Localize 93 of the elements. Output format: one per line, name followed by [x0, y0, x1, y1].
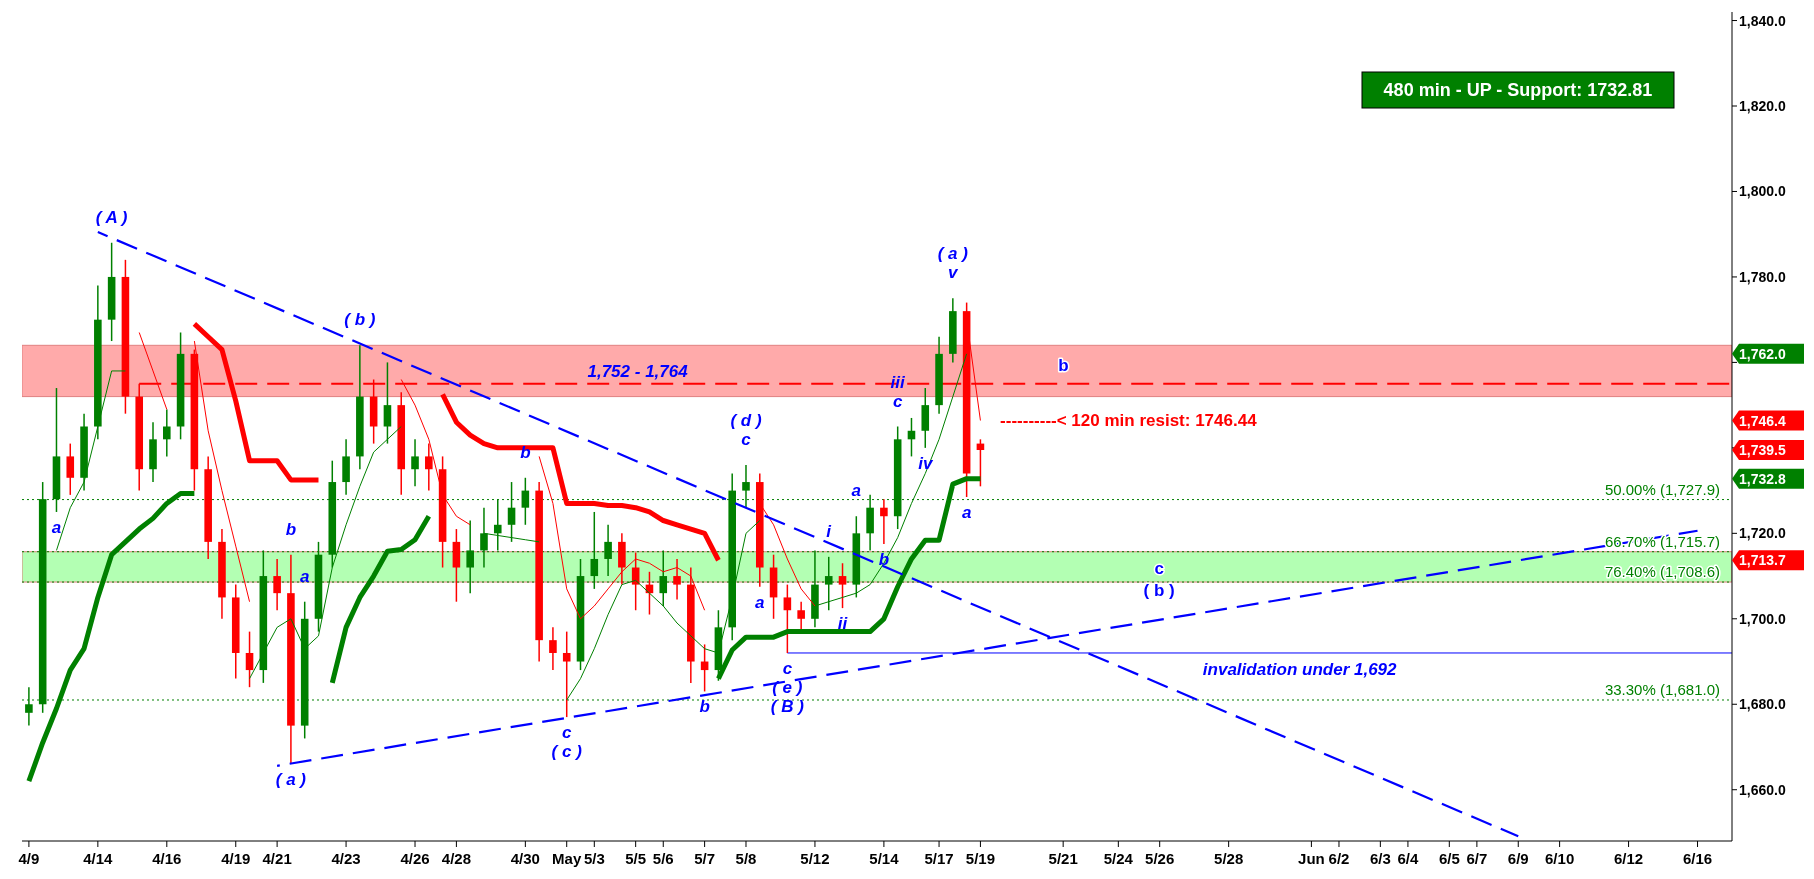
annotation: v [948, 263, 960, 283]
annotation: c [561, 723, 572, 743]
annotation: ( c ) [551, 742, 583, 762]
x-tick-label: 4/19 [221, 850, 251, 867]
annotation: ii [837, 614, 849, 634]
candlestick [163, 408, 171, 458]
annotation: a [755, 592, 765, 612]
x-tick-label: 6/16 [1682, 850, 1713, 867]
annotation: ( b ) [1143, 580, 1175, 600]
annotation: b [878, 550, 890, 570]
candlestick [838, 562, 847, 609]
x-tick-label: 5/17 [924, 850, 954, 867]
annotation: a [299, 566, 310, 586]
candlestick [562, 630, 571, 718]
y-tick-label: 1,800.0 [1739, 183, 1786, 200]
x-tick-label: Jun [1298, 850, 1325, 867]
y-tick-label: 1,840.0 [1739, 12, 1786, 29]
x-tick-label: 4/21 [262, 850, 292, 867]
x-tick-label: 5/14 [869, 850, 900, 867]
y-tick-label: 1,680.0 [1739, 696, 1786, 713]
y-tick-label: 1,700.0 [1739, 610, 1786, 627]
ref-line-label: invalidation under 1,692 [1202, 659, 1398, 679]
annotation: ( b ) [344, 310, 376, 330]
x-tick-label: 6/12 [1613, 850, 1644, 867]
candlestick [273, 558, 281, 611]
x-tick-label: 4/28 [441, 850, 471, 867]
x-tick-label: 4/14 [83, 850, 114, 867]
x-tick-label: 5/8 [735, 850, 757, 867]
annotation: i [826, 521, 833, 541]
candlestick [425, 442, 433, 492]
annotation: 480 min - UP - Support: 1732.81 [1383, 80, 1653, 100]
x-tick-label: 6/2 [1328, 850, 1350, 867]
band-label: 1,752 - 1,764 [587, 361, 689, 381]
annotation: ( d ) [730, 410, 762, 430]
x-tick-label: 4/26 [400, 850, 430, 867]
candlestick [783, 583, 792, 654]
annotation: ( A ) [95, 207, 128, 227]
candlestick [549, 626, 557, 671]
x-tick-label: 6/7 [1466, 850, 1488, 867]
annotation: a [961, 503, 972, 523]
candlestick [880, 498, 888, 545]
candlestick [245, 630, 254, 688]
y-tick-label: 1,780.0 [1739, 268, 1786, 285]
x-tick-label: 6/5 [1438, 850, 1460, 867]
x-tick-label: 6/4 [1397, 850, 1420, 867]
x-tick-label: 4/30 [510, 850, 540, 867]
ref-line-label: 33.30% (1,681.0) [1604, 680, 1720, 698]
x-tick-label: 5/26 [1145, 850, 1175, 867]
x-tick-label: 5/24 [1103, 850, 1134, 867]
x-tick-label: May [552, 850, 582, 867]
y-tick-label: 1,732.8 [1739, 470, 1786, 487]
annotation: ( a ) [937, 244, 969, 264]
annotation: c [1154, 559, 1164, 579]
x-tick-label: 4/23 [331, 850, 361, 867]
candlestick [383, 361, 392, 445]
x-tick-label: 4/9 [18, 850, 40, 867]
x-tick-label: 5/3 [583, 850, 605, 867]
x-tick-label: 5/6 [652, 850, 674, 867]
y-tick-label: 1,720.0 [1739, 525, 1786, 542]
annotation: c [741, 429, 752, 449]
annotation: iii [890, 372, 907, 392]
candlestick [521, 477, 530, 526]
annotation: ( a ) [275, 770, 307, 790]
candlestick [673, 558, 681, 601]
x-tick-label: 6/9 [1507, 850, 1529, 867]
annotation: b [285, 519, 297, 539]
annotation: a [51, 517, 62, 537]
ref-line-label: 50.00% (1,727.9) [1604, 480, 1720, 498]
annotation: ( B ) [770, 696, 805, 716]
x-tick-label: 5/12 [800, 850, 830, 867]
annotation: c [782, 658, 793, 678]
candlestick [411, 438, 419, 488]
x-tick-label: 4/16 [152, 850, 182, 867]
annotation: b [1058, 356, 1069, 376]
y-tick-label: 1,713.7 [1739, 552, 1786, 569]
y-tick-label: 1,762.0 [1739, 345, 1786, 362]
x-tick-label: 5/19 [965, 850, 996, 867]
x-tick-label: 6/10 [1545, 850, 1575, 867]
x-tick-label: 5/7 [694, 850, 716, 867]
annotation: a [851, 481, 862, 501]
ref-line-label: 76.40% (1,708.6) [1604, 563, 1720, 581]
x-tick-label: 5/28 [1214, 850, 1244, 867]
y-tick-label: 1,746.4 [1739, 412, 1786, 429]
annotation: b [699, 697, 710, 717]
y-tick-label: 1,739.5 [1739, 442, 1786, 458]
candlestick [66, 442, 75, 496]
x-tick-label: 5/21 [1048, 850, 1078, 867]
x-tick-label: 5/5 [625, 850, 647, 867]
annotation: ----------< 120 min resist: 1746.44 [1000, 411, 1258, 431]
y-tick-label: 1,660.0 [1739, 781, 1786, 798]
y-tick-label: 1,820.0 [1739, 98, 1786, 115]
annotation: c [892, 391, 903, 411]
x-tick-label: 6/3 [1369, 850, 1391, 867]
